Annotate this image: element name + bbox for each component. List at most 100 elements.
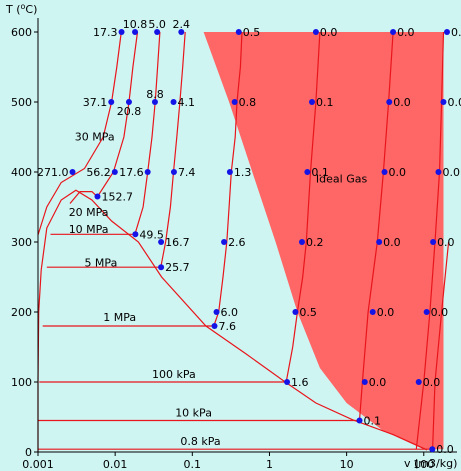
x-tick-label: 1 <box>266 458 273 471</box>
data-point <box>429 446 436 453</box>
data-point-label: 0.0 <box>383 236 401 249</box>
data-point-label: 49.5 <box>139 228 164 241</box>
data-point-label: 37.1 <box>83 96 108 109</box>
isobar-line <box>39 31 321 383</box>
data-point-label: 152.7 <box>101 191 133 204</box>
data-point-label: 17.6 <box>119 166 144 179</box>
data-point-label: 0.2 <box>306 236 324 249</box>
data-point <box>154 29 161 35</box>
labels-layer: 30 MPa 20 MPa 10 MPa 5 MPa 1 MPa 100 kPa 10 kP… <box>37 18 461 456</box>
data-point-label: 0.1 <box>311 166 329 179</box>
data-point-label: 0.1 <box>364 415 382 428</box>
data-point <box>231 99 238 105</box>
data-point-label: 0.0 <box>397 26 415 39</box>
data-point <box>444 29 450 35</box>
data-point-label: 6.0 <box>221 306 239 319</box>
data-point-label: 0.0 <box>442 166 460 179</box>
data-point-label: 0.0 <box>393 96 411 109</box>
x-tick-label: 0.01 <box>103 458 128 471</box>
axes-layer: 0.001 0.01 0.1 1 10 100 0 100 200 300 400 500 600 <box>11 18 457 471</box>
isobar-label: 0.8 kPa <box>180 435 220 448</box>
data-point <box>211 323 218 329</box>
data-point <box>298 239 305 245</box>
data-point-label: 0.0 <box>320 26 338 39</box>
y-tick-label: 500 <box>11 96 32 109</box>
isobar-label: 5 MPa <box>84 257 117 270</box>
isobar-line <box>42 31 243 327</box>
data-point-label: 0.0 <box>451 26 461 39</box>
data-point <box>118 29 125 35</box>
data-point <box>381 169 388 175</box>
data-point <box>132 231 139 238</box>
points-layer <box>69 29 450 453</box>
isobar-line <box>38 241 450 450</box>
data-point-label: 0.5 <box>243 26 261 39</box>
data-point <box>292 309 299 315</box>
data-point <box>390 29 397 35</box>
data-point <box>356 417 363 424</box>
isobar-label: 100 kPa <box>152 368 196 381</box>
data-point <box>376 239 383 245</box>
x-axis-label: v (m3/kg) <box>404 457 457 470</box>
ideal-gas-label: Ideal Gas <box>316 173 368 186</box>
data-point <box>361 379 368 385</box>
y-axis-label: T (oC) <box>5 2 37 16</box>
data-point <box>108 99 115 105</box>
data-point-label: 8.8 <box>146 88 164 101</box>
data-point-label: 2.4 <box>173 18 191 31</box>
ideal-gas-region-layer: Ideal Gas <box>203 32 444 450</box>
y-tick-label: 300 <box>11 236 32 249</box>
data-point <box>158 264 165 271</box>
data-point <box>125 99 132 105</box>
data-point <box>111 169 118 175</box>
data-point <box>423 309 430 315</box>
x-tick-label: 0.1 <box>184 458 202 471</box>
y-tick-label: 0 <box>25 446 32 459</box>
data-point <box>221 239 228 245</box>
data-point-label: 0.0 <box>447 96 461 109</box>
isobar-label: 30 MPa <box>75 131 115 144</box>
data-point-label: 0.0 <box>436 443 454 456</box>
data-point <box>430 239 437 245</box>
data-point-label: 7.6 <box>219 320 237 333</box>
data-point <box>415 379 422 385</box>
y-tick-label: 200 <box>11 306 32 319</box>
x-tick-label: 100 <box>413 458 434 471</box>
data-point <box>151 99 158 105</box>
x-tick-label: 0.001 <box>22 458 54 471</box>
data-point <box>170 169 177 175</box>
data-point <box>386 99 393 105</box>
data-point-label: 0.8 <box>239 96 257 109</box>
data-point-label: 0.0 <box>437 236 455 249</box>
data-point <box>178 29 185 35</box>
y-tick-label: 100 <box>11 376 32 389</box>
saturation-dome-curve <box>37 189 428 452</box>
data-point <box>144 169 151 175</box>
data-point-label: 2.6 <box>228 236 246 249</box>
isobar-label: 20 MPa <box>69 206 109 219</box>
data-point <box>158 239 165 245</box>
data-point <box>213 309 220 315</box>
data-point-label: 0.0 <box>369 376 387 389</box>
data-point <box>435 169 442 175</box>
data-point-label: 25.7 <box>165 261 190 274</box>
data-point <box>94 193 101 200</box>
data-point <box>312 29 319 35</box>
isobar-label: 1 MPa <box>103 311 136 324</box>
data-point-label: 0.0 <box>423 376 441 389</box>
isobar-line <box>37 31 122 236</box>
data-point-label: 20.8 <box>117 105 142 118</box>
data-point <box>309 99 316 105</box>
data-point <box>369 309 376 315</box>
data-point-label: 5.0 <box>148 18 166 31</box>
data-point-label: 271.0 <box>37 166 69 179</box>
y-tick-label: 600 <box>11 26 32 39</box>
data-point-label: 0.5 <box>299 306 317 319</box>
isobar-line <box>38 31 394 422</box>
data-point <box>170 99 177 105</box>
data-point-label: 1.3 <box>234 166 252 179</box>
data-point <box>132 29 139 35</box>
isobar-label: 10 MPa <box>69 223 109 236</box>
curves-layer <box>37 31 450 452</box>
